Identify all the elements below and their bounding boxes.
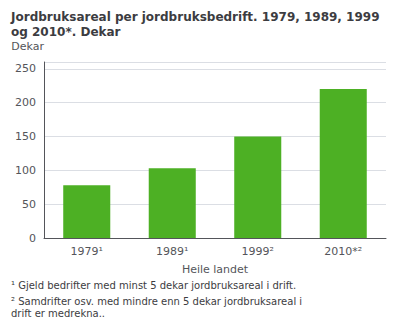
svg-text:drift er medrekna..: drift er medrekna.. [11,308,105,319]
svg-text:og 2010*. Dekar: og 2010*. Dekar [11,25,121,39]
svg-text:100: 100 [15,164,36,177]
svg-text:200: 200 [15,96,36,109]
svg-text:1989¹: 1989¹ [156,245,188,258]
svg-text:1979¹: 1979¹ [71,245,103,258]
svg-text:250: 250 [15,62,36,75]
svg-text:² Samdrifter osv. med mindre e: ² Samdrifter osv. med mindre enn 5 dekar… [11,296,305,307]
svg-text:¹ Gjeld bedrifter med minst 5: ¹ Gjeld bedrifter med minst 5 dekar jord… [11,280,296,291]
svg-text:150: 150 [15,130,36,143]
svg-text:Heile landet: Heile landet [182,263,249,276]
svg-text:1999²: 1999² [242,245,274,258]
svg-text:Jordbruksareal per jordbruksbe: Jordbruksareal per jordbruksbedrift. 197… [10,10,384,24]
svg-text:50: 50 [22,198,36,211]
svg-text:2010*²: 2010*² [324,245,362,258]
svg-text:0: 0 [29,232,36,245]
svg-text:Dekar: Dekar [11,40,44,53]
